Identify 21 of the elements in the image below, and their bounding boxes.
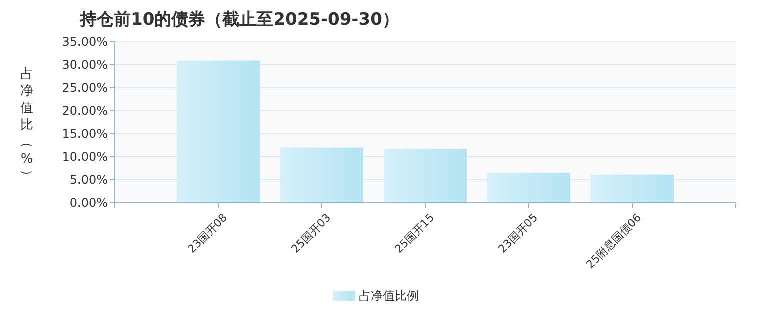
y-axis-title: 占净值比（%） — [19, 67, 34, 182]
bar — [591, 174, 674, 203]
y-tick-label: 30.00% — [62, 58, 108, 72]
bar — [177, 60, 260, 203]
chart-title: 持仓前10的债券（截止至2025-09-30） — [79, 10, 400, 30]
y-tick-label: 35.00% — [62, 35, 108, 50]
x-tick-label: 25国开15 — [392, 211, 438, 256]
bar — [488, 173, 570, 203]
y-tick-label: 10.00% — [62, 150, 108, 164]
legend-label: 占净值比例 — [359, 289, 419, 304]
bar — [384, 149, 467, 203]
x-tick-label: 25国开03 — [289, 211, 334, 256]
y-tick-label: 20.00% — [62, 104, 108, 118]
y-tick-label: 25.00% — [62, 81, 108, 96]
y-tick-label: 5.00% — [70, 173, 108, 188]
y-tick-label: 15.00% — [62, 127, 108, 142]
bar — [280, 148, 364, 203]
x-tick-label: 23国开05 — [496, 211, 541, 256]
y-tick-label: 0.00% — [70, 196, 108, 210]
x-tick-label: 25附息国债06 — [584, 211, 644, 272]
x-tick-label: 23国开08 — [186, 211, 230, 256]
